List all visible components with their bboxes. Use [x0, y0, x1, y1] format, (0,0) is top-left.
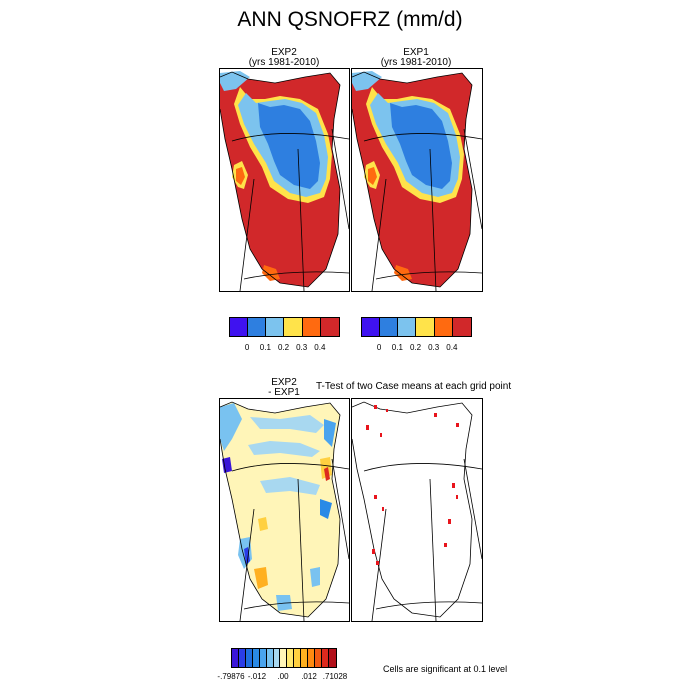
exp1-greenland-field: [352, 71, 472, 287]
diff-colorbar-swatch: [321, 649, 329, 667]
exp2-colorbar-swatch: [248, 318, 267, 336]
exp1-colorbar-label: 0.4: [446, 343, 458, 352]
exp2-colorbar-swatch: [320, 318, 339, 336]
diff-colorbar-swatch: [245, 649, 253, 667]
diff-colorbar-swatch: [266, 649, 274, 667]
exp1-colorbar-swatch: [452, 318, 471, 336]
diff-colorbar-swatch: [308, 649, 316, 667]
exp1-map: [352, 71, 482, 291]
diff-map-panel: [219, 398, 350, 622]
diff-colorbar-swatch: [287, 649, 295, 667]
significance-note: Cells are significant at 0.1 level: [383, 664, 508, 674]
exp2-colorbar-swatch: [302, 318, 321, 336]
diff-colorbar-label: -.79876: [217, 672, 245, 681]
diff-colorbar-label: .71028: [322, 672, 348, 681]
exp2-colorbar-swatch: [266, 318, 285, 336]
exp1-colorbar-swatch: [380, 318, 399, 336]
exp1-colorbar-label: 0: [376, 343, 382, 352]
exp2-map-panel: [219, 68, 350, 292]
exp2-title-line2: (yrs 1981-2010): [248, 57, 320, 68]
ttest-coastlines: [352, 401, 482, 621]
diff-colorbar-swatch: [328, 649, 336, 667]
exp1-colorbar-swatch: [434, 318, 453, 336]
diff-greenland-field: [220, 402, 340, 617]
diff-colorbar-swatch: [273, 649, 281, 667]
exp2-colorbar-labels: 0 0.1 0.2 0.3 0.4: [229, 343, 338, 355]
exp1-colorbar-label: 0.3: [428, 343, 440, 352]
diff-title-line2: - EXP1: [268, 387, 300, 398]
exp1-panel-title: EXP1 (yrs 1981-2010): [351, 48, 481, 68]
diff-panel-title: EXP2 - EXP1: [219, 378, 349, 398]
exp2-colorbar: [229, 317, 340, 337]
ttest-map: [352, 401, 482, 621]
exp1-colorbar-swatch: [416, 318, 435, 336]
diff-colorbar-swatch: [294, 649, 302, 667]
exp2-colorbar-swatch: [284, 318, 303, 336]
diff-colorbar-swatch: [238, 649, 246, 667]
exp2-title-line1: EXP2: [271, 47, 297, 58]
exp1-colorbar-label: 0.2: [409, 343, 422, 352]
exp1-map-panel: [351, 68, 483, 292]
exp2-colorbar-label: 0.2: [277, 343, 290, 352]
diff-title-line1: EXP2: [271, 377, 297, 388]
exp1-title-line2: (yrs 1981-2010): [380, 57, 452, 68]
exp1-title-line1: EXP1: [403, 47, 429, 58]
ttest-panel-title: T-Test of two Case means at each grid po…: [316, 381, 512, 392]
diff-colorbar-swatch: [252, 649, 260, 667]
exp1-colorbar-label: 0.1: [391, 343, 403, 352]
diff-colorbar: [231, 648, 337, 668]
diff-map: [220, 401, 349, 621]
exp1-colorbar: [361, 317, 472, 337]
page-title: ANN QSNOFRZ (mm/d): [237, 8, 463, 31]
exp1-colorbar-labels: 0 0.1 0.2 0.3 0.4: [361, 343, 470, 355]
exp2-map: [220, 71, 349, 291]
exp2-greenland-field: [220, 71, 340, 287]
diff-colorbar-swatch: [259, 649, 267, 667]
exp2-colorbar-label: 0: [244, 343, 250, 352]
exp2-panel-title: EXP2 (yrs 1981-2010): [219, 48, 349, 68]
diff-colorbar-label: .00: [277, 672, 289, 681]
diff-colorbar-swatch: [232, 649, 239, 667]
exp1-colorbar-swatch: [362, 318, 381, 336]
diff-colorbar-swatch: [301, 649, 309, 667]
exp2-coastlines: [220, 71, 349, 291]
exp1-coastlines: [352, 71, 482, 291]
exp2-colorbar-label: 0.3: [296, 343, 308, 352]
ttest-map-panel: [351, 398, 483, 622]
exp2-colorbar-label: 0.4: [314, 343, 326, 352]
ttest-significant-cells: [366, 405, 459, 565]
exp2-colorbar-swatch: [230, 318, 249, 336]
exp1-colorbar-swatch: [398, 318, 417, 336]
diff-coastlines: [220, 401, 349, 621]
diff-colorbar-label: .012: [301, 672, 317, 681]
exp2-colorbar-label: 0.1: [259, 343, 271, 352]
diff-colorbar-swatch: [315, 649, 322, 667]
diff-colorbar-swatch: [280, 649, 288, 667]
diff-colorbar-labels: -.79876 -.012 .00 .012 .71028: [217, 672, 347, 684]
diff-colorbar-label: -.012: [247, 672, 267, 681]
